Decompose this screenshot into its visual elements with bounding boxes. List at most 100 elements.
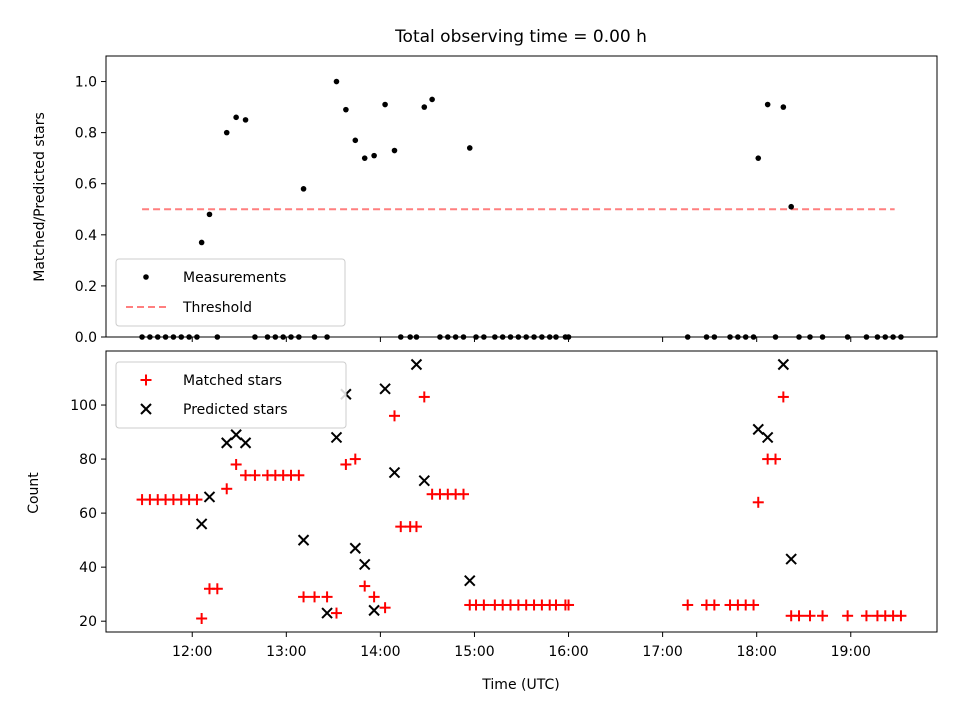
predicted-star-point [297,534,310,546]
matched-star-point [293,469,305,481]
predicted-star-point [785,553,797,565]
x-tick-label: 13:00 [266,644,306,660]
top-legend: Measurements Threshold [115,258,346,327]
legend-predicted-label: Predicted stars [183,402,288,418]
legend-measurements-label: Measurements [183,270,286,286]
matched-star-point [368,591,380,603]
chart-title: Total observing time = 0.00 h [394,27,647,47]
matched-star-point [895,610,907,622]
matched-star-point [359,580,371,592]
bottom-y-tick-label: 20 [79,614,97,630]
matched-star-point [330,607,342,619]
x-tick-label: 15:00 [454,644,494,660]
matched-star-point [211,583,223,595]
matched-star-point [388,410,400,422]
measurement-point [755,155,762,161]
top-y-axis-label: Matched/Predicted stars [32,112,48,282]
top-y-tick-label: 0.0 [75,330,97,346]
matched-star-point [321,591,333,603]
legend-threshold-label: Threshold [182,300,252,316]
matched-star-point [298,591,310,603]
x-axis-label: Time (UTC) [481,677,559,693]
predicted-star-point [359,558,371,571]
predicted-star-point [221,437,233,449]
matched-star-point [349,453,361,465]
bottom-plot-frame [105,350,938,633]
predicted-star-point [418,474,430,487]
measurement-point [300,186,307,192]
predicted-star-point [203,491,216,503]
matched-star-point [817,610,829,622]
bottom-y-tick-label: 100 [70,398,97,414]
measurement-point [343,106,349,113]
matched-star-point [457,488,469,500]
matched-star-point [230,458,242,470]
matched-star-point [340,458,352,470]
bottom-legend: Matched stars Predicted stars [115,361,347,429]
measurement-point [198,239,205,246]
top-axes: 0.0 0.2 0.4 0.6 0.8 1.0 [75,55,938,346]
bottom-legend-box [115,361,347,429]
matched-star-point [240,469,252,481]
matched-star-point [418,391,430,403]
bottom-y-tick-label: 80 [79,452,97,468]
predicted-star-point [761,431,774,444]
top-plot-frame [105,55,938,338]
predicted-star-point [368,604,380,617]
measurement-point [206,211,213,218]
matched-star-point [410,521,422,533]
predicted-star-point [379,383,391,395]
predicted-star-point [330,431,343,444]
legend-predicted-marker [140,403,152,415]
measurement-point [333,78,340,85]
matched-star-point [770,453,782,465]
matched-star-point [748,599,760,611]
predicted-star-point [388,466,401,479]
top-y-tick-label: 1.0 [75,75,97,91]
measurement-point [780,104,787,110]
measurement-point [429,96,435,103]
bottom-y-axis-label: Count [26,472,42,514]
bottom-axes: 20 40 60 80 100 12:00 13:00 14:00 15:00 16:00 17:0… [70,350,938,660]
measurement-point [233,114,239,121]
x-tick-label: 19:00 [831,644,871,660]
measurement-point [223,129,230,136]
x-tick-label: 16:00 [548,644,588,660]
top-y-tick-label: 0.2 [75,279,97,295]
predicted-star-point [349,542,362,554]
x-tick-label: 12:00 [172,644,212,660]
measurement-point [421,104,428,110]
matched-star-point [842,610,854,622]
bottom-y-tick-label: 60 [79,506,97,522]
matched-star-point [249,469,261,481]
legend-matched-label: Matched stars [183,373,282,389]
matched-star-point [752,496,764,508]
matched-star-point [550,599,562,611]
predicted-star-point [239,437,252,449]
predicted-star-point [195,518,208,530]
measurement-point [382,101,388,108]
matched-star-point [793,610,805,622]
measurement-point [391,147,398,154]
legend-matched-marker [140,374,152,386]
predicted-star-point [410,358,423,371]
measurement-point [361,155,368,161]
matched-star-point [395,521,407,533]
predicted-star-point [321,607,333,619]
matched-star-point [860,610,872,622]
bottom-plot-area [136,358,907,624]
matched-star-point [309,591,321,603]
bottom-panel: 20 40 60 80 100 12:00 13:00 14:00 15:00 16:00 17:0… [26,350,938,693]
matched-star-point [804,610,816,622]
matched-star-point [777,391,789,403]
predicted-star-point [752,423,764,436]
measurement-point [788,203,794,210]
measurement-point [352,137,359,144]
measurement-point [764,101,771,108]
matched-star-point [478,599,490,611]
top-panel: Total observing time = 0.00 h 0.00.20.40… [32,27,938,346]
matched-star-point [708,599,720,611]
bottom-y-tick-label: 40 [79,560,97,576]
matched-star-point [196,612,208,624]
